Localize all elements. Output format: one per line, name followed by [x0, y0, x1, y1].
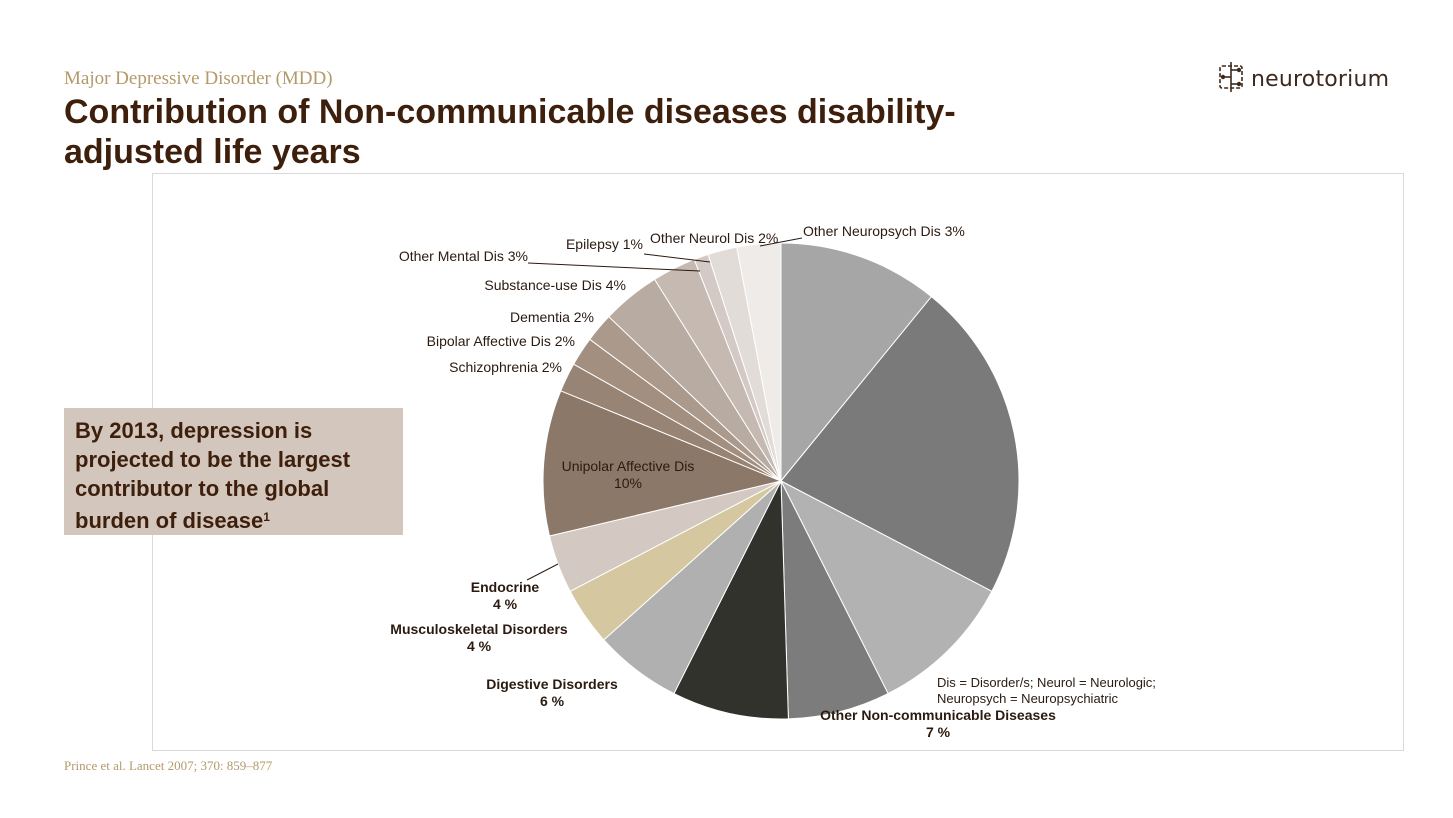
slice-label: Substance-use Dis 4%: [484, 277, 626, 293]
slice-label: Other Mental Dis 3%: [399, 248, 528, 264]
pie-slice-unlabeled-1: [780, 295, 1020, 593]
slice-label: Unipolar Affective Dis: [562, 458, 695, 474]
pie-slice-unipolar-affective-dis: [542, 390, 783, 537]
section-subtitle: Major Depressive Disorder (MDD): [64, 68, 333, 89]
slice-label: 6 %: [540, 693, 565, 709]
brand-logo[interactable]: neurotorium: [1216, 60, 1390, 99]
pie-slice-unlabeled-2: [779, 479, 993, 695]
page-title: Contribution of Non-communicable disease…: [64, 93, 956, 171]
footnote-line: Dis = Disorder/s; Neurol = Neurologic;: [937, 675, 1156, 690]
leader-line: [643, 253, 711, 263]
pie-slices: [542, 242, 1020, 720]
slice-label: Schizophrenia 2%: [449, 359, 562, 375]
pie-slice-other-neuropsych-dis: [736, 242, 782, 482]
neurotorium-logo-icon: [1216, 60, 1246, 99]
logo-text: neurotorium: [1251, 66, 1390, 92]
pie-slice-unlabeled-0: [780, 242, 933, 483]
slice-label: Dementia 2%: [510, 309, 594, 325]
footnote-line: Neuropsych = Neuropsychiatric: [937, 691, 1118, 706]
leader-line: [526, 563, 559, 581]
leader-lines: [526, 237, 803, 581]
slice-label: Digestive Disorders: [486, 676, 618, 692]
slice-label: Musculoskeletal Disorders: [390, 621, 568, 637]
callout-text: By 2013, depression is projected to be t…: [75, 418, 351, 533]
slice-label: Other Neuropsych Dis 3%: [803, 223, 965, 239]
slice-label: 10%: [614, 475, 642, 491]
leader-line: [527, 262, 701, 272]
slice-label: 7 %: [926, 724, 951, 740]
slice-label: Other Neurol Dis 2%: [650, 230, 778, 246]
slice-label: Other Non-communicable Diseases: [820, 707, 1056, 723]
slice-label: 4 %: [467, 638, 492, 654]
leader-line: [759, 237, 803, 247]
callout-box: By 2013, depression is projected to be t…: [64, 408, 403, 535]
pie-slice-other-non-communicable-diseases: [780, 480, 889, 720]
chart-footnote: Dis = Disorder/s; Neurol = Neurologic;Ne…: [937, 675, 1156, 706]
callout-footnote-marker: 1: [263, 510, 270, 524]
citation: Prince et al. Lancet 2007; 370: 859–877: [64, 758, 273, 773]
slice-label: Epilepsy 1%: [566, 236, 643, 252]
slice-label: Endocrine: [471, 579, 540, 595]
pie-slice-unlabeled-4: [673, 480, 789, 720]
slice-label: Bipolar Affective Dis 2%: [427, 333, 575, 349]
slice-label: 4 %: [493, 596, 518, 612]
